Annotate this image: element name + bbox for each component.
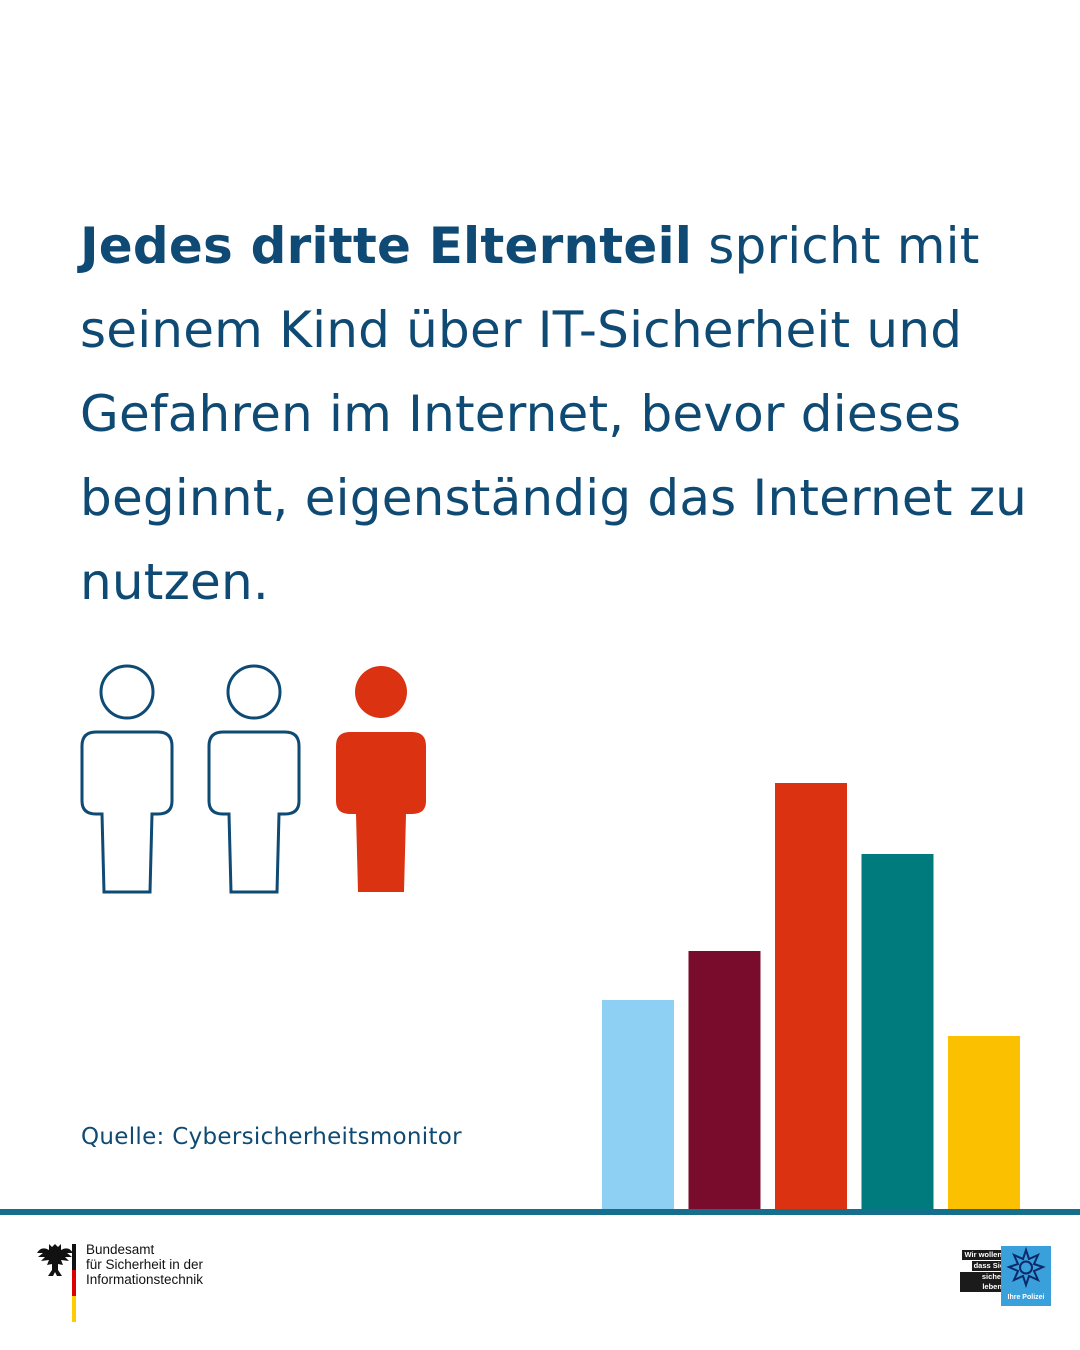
decorative-bar [602, 1000, 674, 1209]
bsi-wordmark: Bundesamt für Sicherheit in der Informat… [86, 1242, 203, 1287]
pictogram [80, 664, 426, 894]
police-slogan-line-1: Wir wollen, [962, 1250, 1006, 1260]
police-slogan-line-2: dass Sie [971, 1261, 1006, 1271]
decorative-bar [861, 854, 934, 1209]
police-slogan-line-3: sicher leben. [960, 1272, 1006, 1292]
headline: Jedes dritte Elternteil spricht mit sein… [80, 204, 1040, 624]
decorative-bar [775, 783, 847, 1209]
footer-divider [0, 1209, 1080, 1215]
person-icon [207, 664, 301, 894]
bsi-line-2: für Sicherheit in der [86, 1257, 204, 1272]
person-icon [80, 664, 174, 894]
decorative-bar [948, 1036, 1020, 1209]
bsi-line-3: Informationstechnik [86, 1272, 204, 1287]
police-badge-label: Ihre Polizei [1007, 1294, 1045, 1301]
headline-emphasis: Jedes dritte Elternteil [80, 217, 693, 275]
police-slogan: Wir wollen, dass Sie sicher leben. [960, 1250, 1006, 1293]
source-note: Quelle: Cybersicherheitsmonitor [81, 1124, 462, 1150]
decorative-bar [688, 951, 761, 1209]
police-badge [1001, 1246, 1051, 1306]
person-icon-highlighted [336, 666, 426, 892]
federal-eagle-icon [37, 1244, 76, 1322]
bsi-line-1: Bundesamt [86, 1242, 155, 1257]
headline-rest: spricht mit seinem Kind über IT-Sicherhe… [80, 217, 1028, 611]
police-logo: Wir wollen, dass Sie sicher leben. Ihre … [960, 1246, 1052, 1308]
police-star-icon [1006, 1246, 1046, 1289]
